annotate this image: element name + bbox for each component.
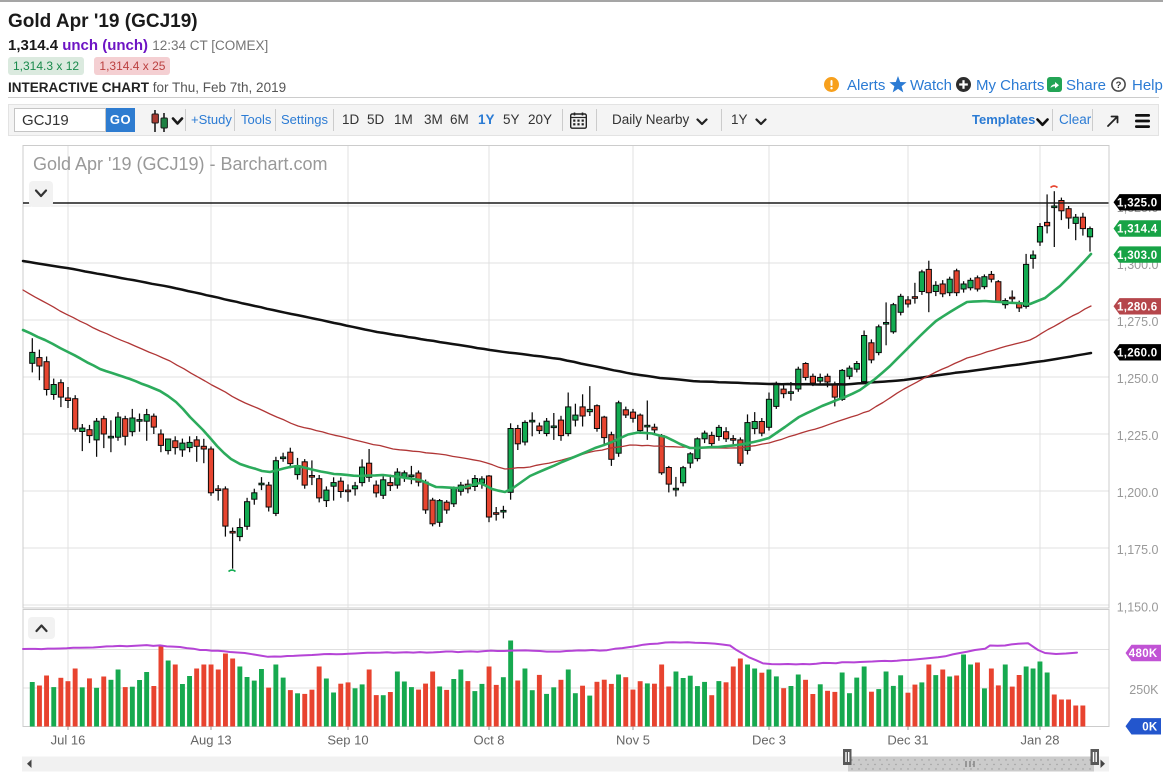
svg-text:1,250.0: 1,250.0 — [1117, 372, 1159, 386]
svg-text:1,225.0: 1,225.0 — [1117, 429, 1159, 443]
svg-text:1,314.4: 1,314.4 — [1117, 224, 1158, 236]
svg-text:480K: 480K — [1129, 648, 1158, 660]
svg-text:Dec 31: Dec 31 — [887, 733, 928, 748]
svg-text:1,275.0: 1,275.0 — [1117, 315, 1159, 329]
svg-text:1,200.0: 1,200.0 — [1117, 486, 1159, 500]
svg-text:Aug 13: Aug 13 — [190, 733, 231, 748]
svg-text:0K: 0K — [1142, 722, 1158, 734]
svg-text:1,260.0: 1,260.0 — [1117, 348, 1157, 360]
svg-text:1,175.0: 1,175.0 — [1117, 543, 1159, 557]
svg-text:Sep 10: Sep 10 — [327, 733, 368, 748]
svg-text:1,325.0: 1,325.0 — [1117, 198, 1157, 210]
svg-text:1,303.0: 1,303.0 — [1117, 250, 1157, 262]
svg-text:Oct 8: Oct 8 — [473, 733, 504, 748]
svg-text:Jul 16: Jul 16 — [51, 733, 86, 748]
svg-text:250K: 250K — [1129, 683, 1159, 697]
svg-text:Dec 3: Dec 3 — [752, 733, 786, 748]
svg-text:Nov 5: Nov 5 — [616, 733, 650, 748]
svg-text:Gold Apr '19 (GCJ19) - Barchar: Gold Apr '19 (GCJ19) - Barchart.com — [33, 154, 328, 174]
svg-text:Jan 28: Jan 28 — [1020, 733, 1059, 748]
svg-text:1,280.6: 1,280.6 — [1117, 302, 1157, 314]
svg-text:1,150.0: 1,150.0 — [1117, 600, 1159, 614]
svg-text:?: ? — [1116, 80, 1122, 91]
